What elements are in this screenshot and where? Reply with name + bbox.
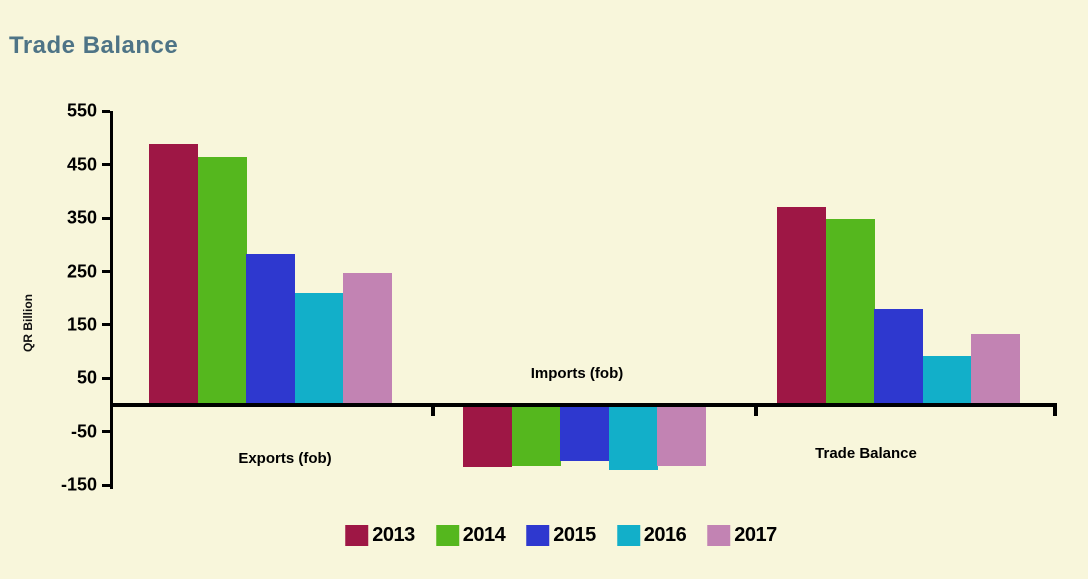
y-tick [102,430,110,434]
legend-label: 2016 [643,524,687,546]
y-tick-label: 550 [66,100,97,121]
y-tick-label: 350 [66,207,97,228]
y-tick [102,376,110,380]
bar-exports-fob-2017 [343,273,393,405]
legend-item-2015: 2015 [526,524,596,547]
bar-imports-fob-2017 [657,405,707,466]
y-tick [102,270,110,273]
y-tick [102,109,110,113]
y-tick-label: 450 [66,154,97,175]
x-axis-tick [1053,405,1057,416]
legend-swatch-2013 [345,525,369,546]
y-axis-title: QR Billion [21,294,35,352]
legend-label: 2013 [372,524,415,546]
y-tick-label: 150 [66,314,97,335]
y-axis-line [110,111,113,489]
bar-exports-fob-2014 [197,156,247,405]
legend-label: 2015 [553,524,596,546]
bar-trade-balance-2016 [922,355,972,405]
bar-trade-balance-2015 [874,308,924,405]
legend: 2013 2014 2015 2016 2017 [345,524,777,547]
y-tick-label: 250 [66,261,97,281]
legend-item-2013: 2013 [345,524,415,547]
bar-trade-balance-2013 [777,206,826,405]
y-tick [102,163,110,167]
legend-item-2017: 2017 [707,524,777,547]
y-tick-label: 50 [76,367,97,388]
y-tick-label: -150 [60,474,97,495]
y-tick [102,323,110,327]
y-tick-label: -50 [70,421,97,442]
bar-imports-fob-2015 [560,405,610,461]
legend-item-2016: 2016 [616,524,687,547]
y-tick [102,216,110,220]
bar-imports-fob-2014 [511,405,561,466]
x-axis-line [110,403,1057,407]
bar-imports-fob-2013 [463,405,512,468]
legend-label: 2014 [462,524,506,546]
bar-trade-balance-2014 [825,218,875,405]
bar-exports-fob-2015 [246,253,296,405]
legend-swatch-2015 [526,525,550,546]
category-label-exports-fob: Exports (fob) [238,450,332,467]
chart-title: Trade Balance [9,32,179,59]
category-label-trade-balance: Trade Balance [815,445,917,462]
legend-item-2014: 2014 [435,524,506,547]
legend-swatch-2016 [616,525,640,546]
legend-swatch-2014 [435,525,459,546]
legend-label: 2017 [734,524,777,546]
bar-exports-fob-2013 [149,144,198,405]
bar-exports-fob-2016 [294,292,344,405]
bar-trade-balance-2017 [971,333,1021,405]
x-axis-tick [431,405,435,416]
bar-imports-fob-2016 [608,405,658,470]
legend-swatch-2017 [707,525,731,546]
category-label-imports-fob: Imports (fob) [530,365,624,382]
x-axis-tick [754,405,758,416]
y-tick [102,483,110,487]
